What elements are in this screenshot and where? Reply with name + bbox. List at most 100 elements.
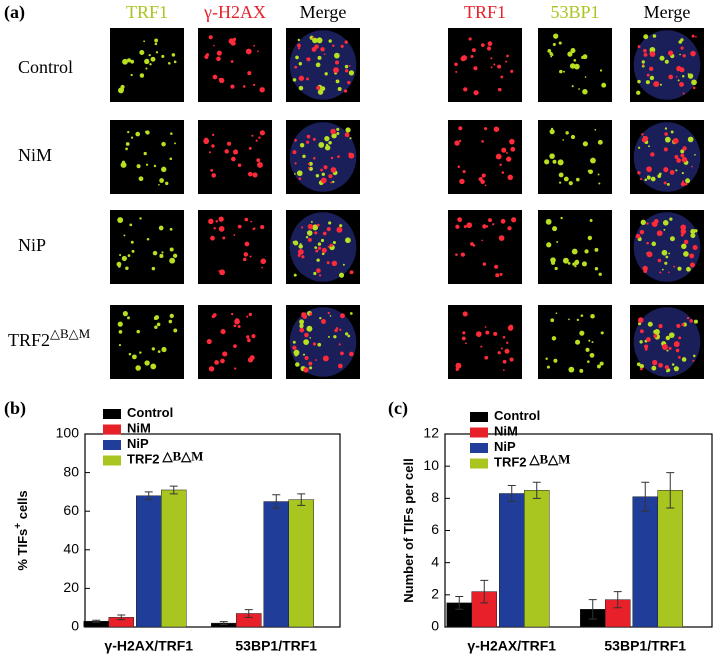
spot xyxy=(154,42,158,46)
spot xyxy=(328,140,332,145)
spot xyxy=(664,59,669,64)
spot xyxy=(173,60,177,64)
spot xyxy=(558,41,562,45)
spot xyxy=(550,55,553,58)
spot xyxy=(314,231,318,235)
spot xyxy=(492,223,495,226)
spot xyxy=(313,156,316,160)
spot xyxy=(234,318,240,325)
nucleus xyxy=(289,122,357,192)
spot xyxy=(154,38,159,43)
spot xyxy=(218,270,220,272)
spot xyxy=(673,265,676,268)
spot xyxy=(653,81,660,88)
spot xyxy=(222,351,228,357)
spot xyxy=(350,73,353,76)
error-bar xyxy=(169,485,178,495)
spot xyxy=(510,146,516,152)
spot xyxy=(292,78,297,82)
legend-label: NiM xyxy=(127,421,151,436)
spot xyxy=(165,181,169,186)
spot xyxy=(500,347,503,350)
spot xyxy=(150,363,157,370)
spot xyxy=(652,34,657,38)
nucleus xyxy=(633,30,701,100)
spot xyxy=(306,57,308,60)
spot xyxy=(136,164,141,169)
spot xyxy=(574,63,580,70)
y-axis-label-part: + xyxy=(13,523,24,529)
spot xyxy=(680,153,685,158)
spot xyxy=(544,159,550,165)
spot xyxy=(307,162,311,166)
spot xyxy=(309,337,311,339)
y-axis-label-part: Number of TIFs per cell xyxy=(401,458,416,602)
spot xyxy=(334,52,340,59)
spot xyxy=(501,147,507,153)
spot xyxy=(677,356,681,359)
legend-swatch xyxy=(470,427,488,438)
spot xyxy=(295,362,300,367)
spot xyxy=(292,345,297,350)
spot xyxy=(641,60,645,64)
micrograph xyxy=(286,210,360,284)
spot xyxy=(594,267,599,271)
spot xyxy=(460,252,466,257)
spot xyxy=(127,254,131,257)
spot xyxy=(646,251,653,258)
spot xyxy=(509,357,514,362)
column-header: TRF1 xyxy=(126,2,168,22)
spot xyxy=(323,250,326,253)
spot xyxy=(338,272,345,278)
spot xyxy=(257,50,259,53)
spot xyxy=(247,171,253,177)
row-label-text: TRF2 xyxy=(8,330,50,350)
spot xyxy=(139,73,145,78)
column-header: Merge xyxy=(300,2,347,22)
error-bar xyxy=(641,481,650,512)
spot xyxy=(546,365,550,369)
spot xyxy=(657,258,662,263)
spot xyxy=(649,75,655,81)
spot xyxy=(507,325,514,331)
spot xyxy=(646,241,649,245)
spot xyxy=(250,220,253,223)
spot xyxy=(485,330,490,335)
spot xyxy=(653,334,658,338)
spot xyxy=(302,314,308,319)
spot xyxy=(666,182,670,186)
spot xyxy=(639,340,643,344)
spot xyxy=(600,331,604,335)
y-axis-label: Number of TIFs per cell xyxy=(401,458,416,602)
spot xyxy=(649,51,656,57)
spot xyxy=(302,353,306,356)
micrograph xyxy=(630,305,704,379)
micrograph xyxy=(286,120,360,194)
spot xyxy=(233,234,236,236)
spot xyxy=(152,250,158,256)
spot xyxy=(695,35,697,38)
spot xyxy=(651,365,657,371)
spot xyxy=(591,341,594,344)
legend-label: TRF2 △B△M xyxy=(494,451,570,469)
spot xyxy=(458,126,463,131)
legend-name: NiM xyxy=(494,424,518,439)
spot xyxy=(581,261,587,267)
spot xyxy=(501,171,505,174)
spot xyxy=(256,158,261,163)
spot xyxy=(247,71,252,76)
spot xyxy=(589,352,595,358)
spot xyxy=(511,217,517,223)
spot xyxy=(552,43,556,47)
spot xyxy=(233,324,237,328)
spot xyxy=(304,356,309,360)
spot xyxy=(261,266,264,269)
spot xyxy=(151,347,155,351)
spot xyxy=(244,217,249,222)
spot xyxy=(461,336,466,341)
spot xyxy=(650,176,656,182)
spot xyxy=(158,225,164,231)
bar xyxy=(524,490,550,628)
spot xyxy=(248,146,252,150)
spot xyxy=(253,44,256,47)
